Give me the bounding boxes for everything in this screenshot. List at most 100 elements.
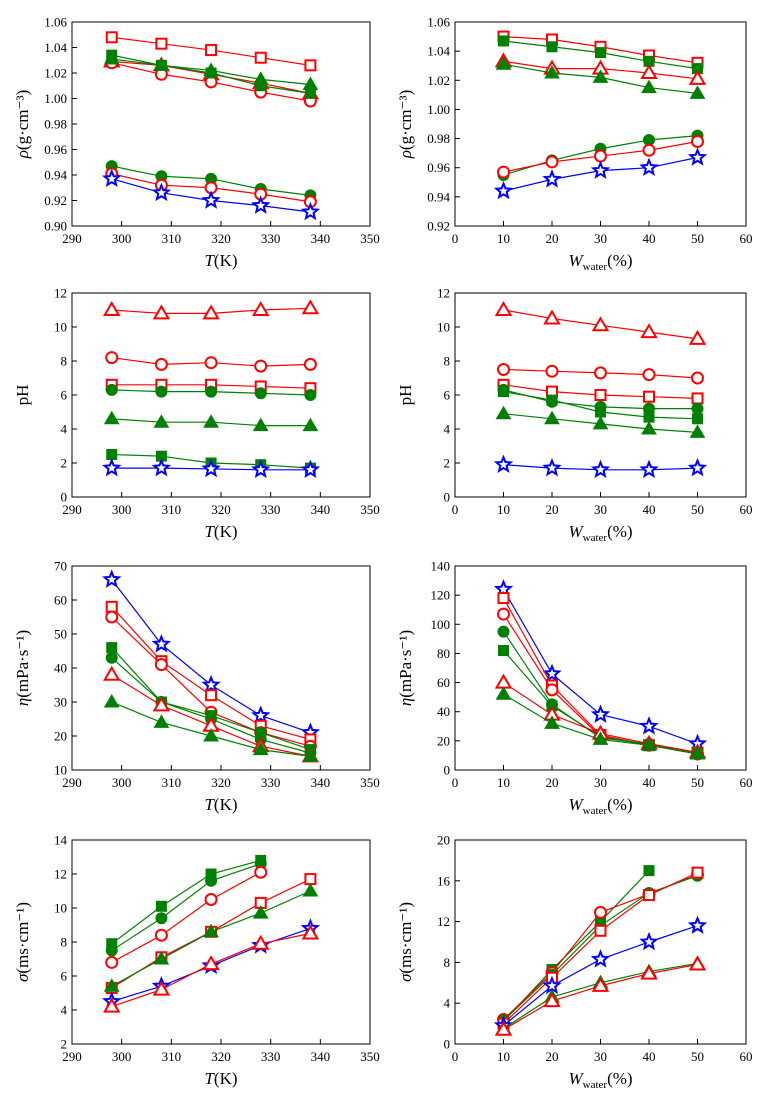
data-point (201, 674, 221, 694)
data-point (252, 71, 269, 85)
data-point (640, 64, 658, 79)
data-point (151, 634, 172, 653)
y-tick-label: 80 (437, 646, 450, 661)
data-point (154, 928, 168, 942)
x-tick-label: 40 (643, 502, 656, 517)
series-2 (497, 868, 704, 1027)
data-point (497, 165, 510, 179)
data-point (687, 915, 708, 934)
data-point (254, 359, 268, 373)
series-line (111, 871, 262, 963)
x-tick-label: 290 (62, 775, 82, 790)
data-point (203, 728, 219, 742)
y-tick-label: 40 (54, 661, 67, 676)
x-axis-label: Wwater(%) (568, 795, 632, 817)
data-point (155, 900, 167, 912)
y-axis-label: pH (396, 385, 415, 406)
x-tick-label: 340 (311, 775, 331, 790)
x-tick-label: 330 (261, 502, 281, 517)
data-point (641, 421, 657, 435)
data-point (692, 413, 703, 425)
x-tick-label: 310 (162, 502, 182, 517)
y-tick-label: 12 (437, 914, 450, 929)
data-point (689, 745, 706, 760)
data-point (591, 976, 610, 992)
x-tick-label: 60 (740, 775, 753, 790)
data-point (643, 390, 655, 403)
x-tick-label: 20 (546, 775, 559, 790)
y-tick-label: 2 (61, 456, 68, 471)
panel-8: 0 10 20 30 40 50 60 0 4 8 12 16 20 Wwater(%) σ(ms·cm⁻¹… (396, 833, 753, 1092)
data-point (105, 610, 119, 624)
data-point (595, 406, 606, 418)
data-point (205, 689, 218, 702)
data-point (254, 865, 268, 879)
data-point (301, 299, 320, 315)
series-7 (102, 924, 320, 1013)
x-tick-label: 290 (62, 231, 82, 246)
x-tick-label: 300 (112, 775, 132, 790)
x-tick-label: 300 (112, 1049, 132, 1064)
data-point (497, 625, 510, 638)
x-tick-label: 20 (546, 502, 559, 517)
series-1 (494, 301, 707, 345)
y-tick-label: 0.94 (427, 189, 450, 204)
data-point (498, 645, 509, 657)
data-point (639, 459, 659, 479)
x-tick-label: 300 (112, 231, 132, 246)
y-tick-label: 8 (61, 935, 68, 950)
data-point (301, 924, 320, 940)
data-point (639, 931, 659, 951)
series-7 (493, 147, 708, 200)
x-tick-label: 50 (691, 502, 704, 517)
x-tick-label: 40 (643, 231, 656, 246)
y-tick-label: 10 (54, 901, 67, 916)
y-tick-label: 14 (54, 833, 68, 848)
data-point (544, 65, 560, 79)
y-tick-label: 50 (54, 627, 67, 642)
data-point (495, 56, 512, 70)
series-5 (498, 386, 703, 425)
x-tick-label: 290 (62, 502, 82, 517)
data-point (304, 873, 317, 886)
series-5 (103, 50, 319, 90)
data-point (254, 51, 267, 64)
series-1 (105, 31, 317, 72)
data-point (691, 134, 704, 148)
data-point (102, 569, 122, 588)
data-point (251, 934, 270, 950)
data-point (642, 143, 656, 157)
x-tick-label: 40 (643, 775, 656, 790)
data-point (691, 371, 704, 385)
data-point (590, 459, 611, 479)
y-tick-label: 0.90 (44, 219, 67, 234)
panel-3: 290 300 310 320 330 340 350 0 2 4 6 8 10 12 T(K) pH (13, 286, 380, 542)
x-tick-label: 50 (691, 1049, 704, 1064)
x-tick-label: 0 (452, 1049, 459, 1064)
y-tick-label: 0.96 (44, 142, 67, 157)
series-1 (493, 579, 708, 753)
x-tick-label: 340 (311, 502, 331, 517)
data-point (252, 905, 269, 919)
y-tick-label: 0 (444, 763, 451, 778)
data-point (105, 955, 119, 969)
data-point (106, 642, 118, 654)
data-point (155, 385, 168, 398)
data-point (300, 201, 321, 221)
data-point (689, 85, 706, 99)
x-tick-label: 330 (261, 1049, 281, 1064)
data-point (152, 980, 171, 996)
data-point (151, 457, 172, 477)
data-point (202, 955, 220, 971)
y-tick-label: 70 (54, 559, 67, 574)
y-tick-label: 12 (54, 867, 67, 882)
data-point (495, 686, 512, 700)
y-tick-label: 6 (61, 969, 68, 984)
series-line (502, 589, 698, 745)
y-tick-label: 0 (61, 490, 68, 505)
x-axis-label: Wwater(%) (568, 522, 632, 544)
data-point (498, 386, 509, 398)
series-4 (105, 383, 317, 401)
data-point (201, 458, 221, 478)
